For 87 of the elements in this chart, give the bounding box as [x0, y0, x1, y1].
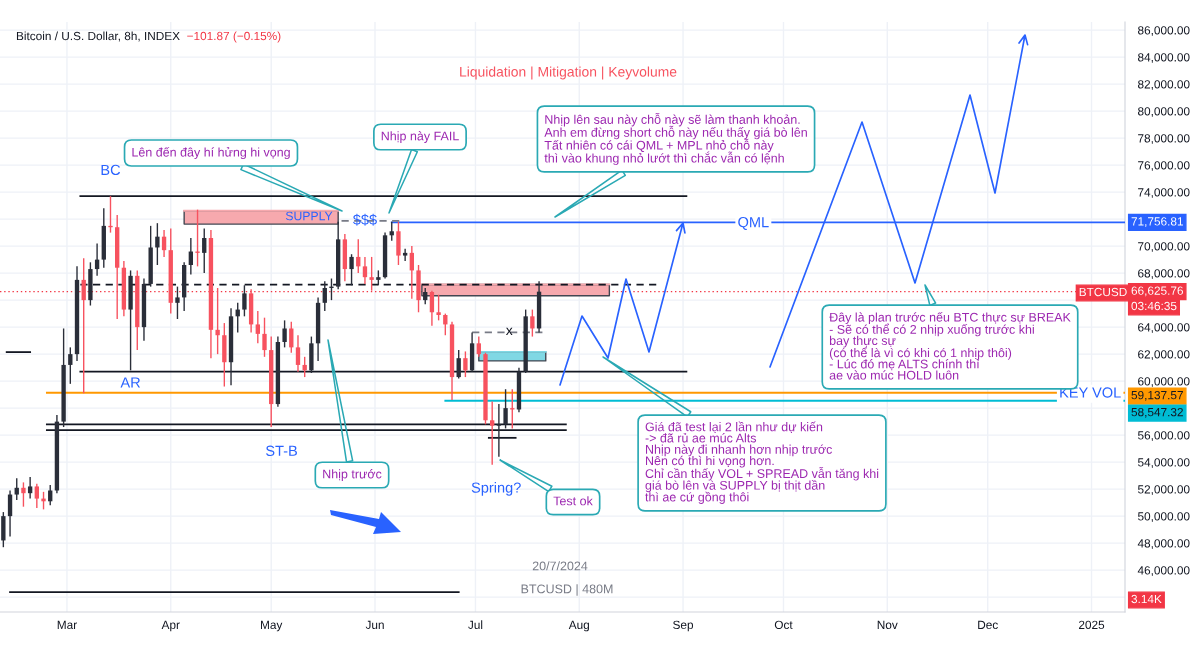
y-tick-label: 78,000.00 [1138, 134, 1190, 144]
candlestick [490, 400, 495, 466]
annotation: BTCUSD [1079, 287, 1127, 297]
y-tick-label: 48,000.00 [1137, 539, 1190, 549]
text: 03:46:35 [1131, 301, 1177, 311]
x-tick-label: 2025 [1078, 620, 1105, 629]
y-tick-label: 74,000.00 [1138, 188, 1190, 198]
candlestick [21, 481, 26, 508]
y-tick-label: 56,000.00 [1137, 431, 1190, 441]
x-tick-label: Jul [468, 620, 483, 629]
annotation: Lên đến đây hí hửng hi vọng [132, 146, 290, 160]
annotation: Đây là plan trước nếu BTC thực sự BREAK - Sẽ có thể có 2 nhịp xuống trước khi bay thực sự (có thể là vì có khi có 1 nhịp thôi) - Lúc đó mẹ ALTS chính thì ae vào múc HOLD luôn [829, 311, 1071, 380]
candlestick [282, 319, 287, 349]
candlestick [68, 346, 73, 385]
text: Bitcoin / U.S. Dollar, 8h, INDEX [16, 31, 180, 42]
y-tick-label: 68,000.00 [1138, 269, 1190, 279]
candlestick [262, 316, 267, 358]
annotation: QML [738, 216, 769, 230]
y-tick-label: 62,000.00 [1138, 350, 1190, 360]
y-tick-label: 54,000.00 [1137, 458, 1190, 468]
annotation: Giá đã test lại 2 lần như dự kiến -> đã rủ ae múc Alts Nhịp này đi nhanh hơn nhịp trước Nên có thì hi vọng hơn. Chỉ cần thấy VOL + SPREAD vẫn tăng khi giá bò lên và SUPPLY bị thịt dần thì ae cứ gồng thôi [645, 421, 879, 504]
x-tick-label: Nov [877, 620, 898, 629]
annotation: 20/7/2024 [532, 561, 588, 571]
candlestick [530, 308, 535, 338]
candlestick [242, 284, 247, 318]
annotation: x [505, 327, 513, 335]
candlestick [436, 294, 441, 322]
y-tick-label: 50,000.00 [1137, 512, 1190, 522]
x-tick-label: Jun [365, 620, 384, 629]
annotation: Spring? [471, 482, 521, 496]
annotation: Nhịp lên sau này chỗ này sẽ làm thanh khoản. Anh em đừng short chỗ này nếu thấy giá bò lên Tất nhiên có cái QML + MPL nhỏ chỗ này thì vào khung nhỏ lướt thì chắc vẫn có lệnh [544, 112, 807, 166]
candlestick [48, 484, 53, 507]
candlestick [14, 477, 19, 501]
candlestick [34, 483, 40, 509]
candlestick [463, 350, 468, 378]
data-label: 58,547.32 [1131, 407, 1183, 418]
x-tick-label: Dec [978, 620, 998, 629]
annotation: AR [120, 377, 141, 388]
x-tick-label: May [261, 620, 283, 632]
annotation: SUPPLY [285, 211, 333, 221]
text: Liquidation | Mitigation | Keyvolume [460, 66, 677, 80]
y-tick-label: 70,000.00 [1138, 242, 1190, 252]
y-tick-label: 80,000.00 [1138, 107, 1190, 117]
x-tick-label: Apr [161, 620, 180, 632]
y-tick-label: 82,000.00 [1138, 80, 1190, 90]
x-tick-label: Sep [673, 620, 694, 632]
y-tick-label: 46,000.00 [1137, 566, 1190, 576]
candlestick [369, 256, 374, 292]
candlestick [295, 334, 301, 373]
y-tick-label: 76,000.00 [1138, 161, 1190, 171]
candlestick [349, 253, 354, 286]
x-tick-label: Oct [774, 620, 793, 629]
x-tick-label: Aug [568, 620, 589, 632]
annotation: BC [101, 164, 121, 176]
candlestick [496, 403, 502, 458]
candlestick [255, 310, 260, 345]
candlestick [476, 335, 481, 358]
annotation: −101.87 (−0.15%) [187, 31, 281, 43]
candlestick [362, 256, 368, 285]
ref-line-label: 66,625.76 [1131, 286, 1183, 297]
candlestick [289, 321, 294, 354]
data-label: 71,756.81 [1131, 217, 1183, 227]
candlestick [402, 248, 408, 262]
candlestick [429, 289, 435, 327]
data-label: 59,137.57 [1131, 390, 1183, 401]
candlestick [202, 227, 207, 274]
annotation: BTCUSD | 480M [521, 584, 613, 596]
candlestick [322, 280, 327, 312]
annotation: Nhịp trước [323, 469, 382, 481]
y-tick-label: 64,000.00 [1138, 323, 1190, 333]
y-tick-label: 84,000.00 [1138, 53, 1190, 63]
candlestick [155, 222, 160, 266]
annotation: $$$ [352, 213, 377, 226]
candlestick [503, 388, 508, 430]
annotation: Nhịp này FAIL [381, 131, 459, 143]
y-tick-label: 86,000.00 [1138, 26, 1190, 36]
candlestick [27, 476, 33, 500]
candlestick [215, 287, 220, 355]
y-tick-label: 52,000.00 [1137, 485, 1190, 495]
text: 3.14K [1131, 594, 1162, 604]
candlestick [456, 349, 461, 380]
y-tick-label: 60,000.00 [1138, 377, 1190, 387]
annotation: ST-B [266, 445, 297, 456]
annotation: Test ok [553, 496, 593, 506]
candlestick [175, 285, 180, 320]
x-tick-label: Mar [57, 620, 77, 629]
candlestick [81, 257, 86, 394]
